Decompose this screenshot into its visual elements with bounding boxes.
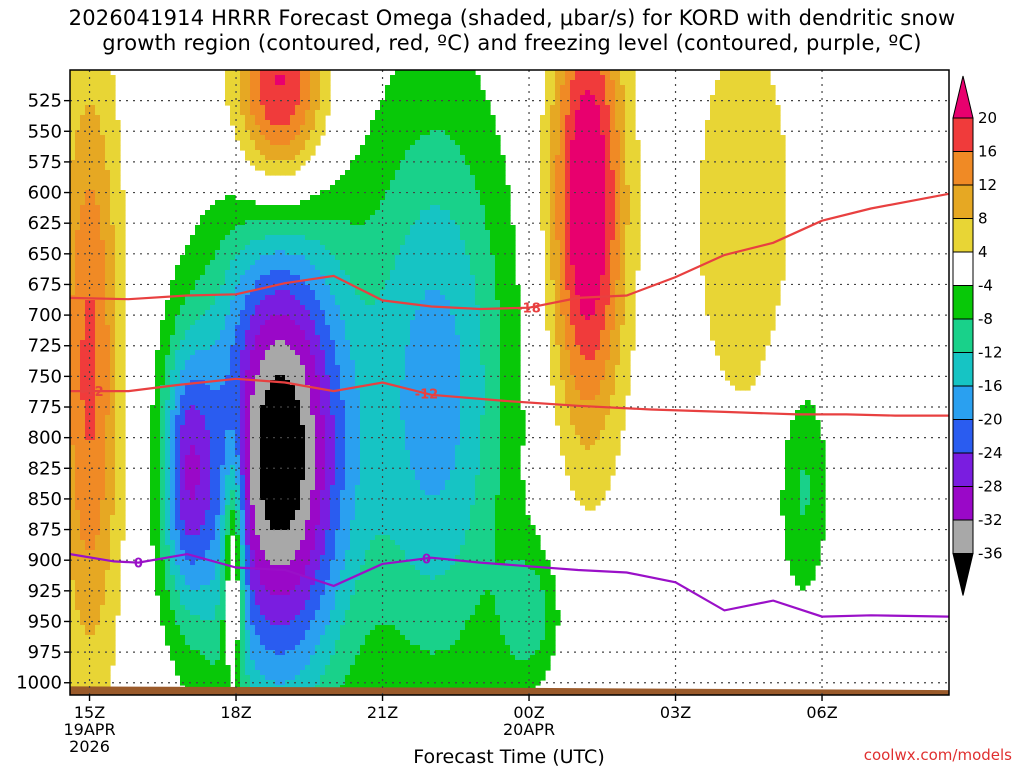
isotherm-minus-18: [70, 192, 949, 311]
colorbar-swatch: [952, 486, 974, 521]
x-tick-label: 06Z: [806, 703, 837, 722]
y-tick-label: 875: [28, 520, 62, 541]
freezing-level-line: [70, 552, 949, 618]
y-tick-label: 900: [28, 550, 62, 571]
colorbar-label: -8: [978, 310, 993, 328]
colorbar-swatch: [952, 318, 974, 353]
colorbar-swatch: [952, 184, 974, 219]
freezing-level-line-label: 0: [134, 557, 143, 572]
y-axis: 525 550 575 600 625 650 675 700 725 750 775 800 825 8…: [16, 91, 70, 694]
terrain-strip: [70, 686, 949, 695]
colorbar-top-arrow: [952, 75, 974, 119]
credit-text: coolwx.com/models: [863, 746, 1012, 764]
colorbar-label: 4: [978, 243, 988, 261]
colorbar-swatch: [952, 519, 974, 554]
y-tick-label: 700: [28, 305, 62, 326]
colorbar-swatch: [952, 419, 974, 454]
title-line-2: growth region (contoured, red, ºC) and f…: [102, 31, 922, 55]
y-tick-label: 850: [28, 489, 62, 510]
colorbar-label: 16: [978, 143, 997, 161]
y-tick-label: 550: [28, 121, 62, 142]
colorbar-swatch: [952, 151, 974, 186]
y-tick-label: 675: [28, 274, 62, 295]
y-tick-label: 575: [28, 152, 62, 173]
title-line-1: 2026041914 HRRR Forecast Omega (shaded, …: [68, 6, 956, 30]
isotherm-minus-12-label: -12: [415, 388, 439, 403]
x-tick-label: 03Z: [660, 703, 691, 722]
plot-frame: [69, 69, 950, 696]
y-tick-label: 750: [28, 366, 62, 387]
colorbar-swatch: [952, 352, 974, 387]
isotherm-minus-12-label: -12: [80, 385, 104, 400]
y-tick-label: 975: [28, 642, 62, 663]
colorbar-label: -4: [978, 277, 993, 295]
colorbar-label: -36: [978, 545, 1003, 563]
x-tick-label: 00Z: [513, 703, 544, 722]
colorbar-swatch: [952, 452, 974, 487]
x-tick-label: 15Z: [74, 703, 105, 722]
y-tick-label: 925: [28, 581, 62, 602]
colorbar-label: -24: [978, 444, 1003, 462]
colorbar-label: -20: [978, 411, 1003, 429]
colorbar-swatch: [952, 218, 974, 253]
isotherm-minus-18-label: -18: [517, 302, 541, 317]
x-axis-title: Forecast Time (UTC): [413, 746, 604, 768]
x-tick-label: 18Z: [220, 703, 251, 722]
x-tick-label: 2026: [69, 737, 110, 756]
y-tick-label: 625: [28, 213, 62, 234]
freezing-level-line-label: 0: [422, 552, 431, 567]
colorbar-bottom-arrow: [952, 553, 974, 596]
colorbar-label: 20: [978, 109, 997, 127]
x-tick-label: 20APR: [503, 720, 555, 739]
y-tick-label: 1000: [16, 673, 62, 694]
y-tick-label: 725: [28, 336, 62, 357]
colorbar-swatch: [952, 117, 974, 152]
colorbar-label: -32: [978, 511, 1003, 529]
x-tick-label: 19APR: [63, 720, 115, 739]
y-tick-label: 800: [28, 428, 62, 449]
colorbar-label: 8: [978, 210, 988, 228]
y-tick-label: 600: [28, 183, 62, 204]
colorbar-swatch: [952, 285, 974, 320]
omega-shading: [70, 70, 949, 695]
chart-title: 2026041914 HRRR Forecast Omega (shaded, …: [0, 6, 1024, 56]
colorbar-label: 12: [978, 176, 997, 194]
y-tick-label: 775: [28, 397, 62, 418]
x-tick-label: 21Z: [367, 703, 398, 722]
y-tick-label: 650: [28, 244, 62, 265]
colorbar-label: -16: [978, 377, 1003, 395]
colorbar-swatch: [952, 385, 974, 420]
y-tick-label: 825: [28, 458, 62, 479]
isolines: -12 -12 -18 0 0: [70, 192, 949, 618]
colorbar-label: -12: [978, 344, 1003, 362]
y-tick-label: 950: [28, 611, 62, 632]
colorbar-swatch: [952, 251, 974, 286]
colorbar: 20 16 12 8 4 -4 -8 -12 -16 -20 -24 -28 -32 -36: [952, 75, 1003, 596]
colorbar-label: -28: [978, 478, 1003, 496]
isotherm-minus-12: [70, 377, 949, 417]
y-tick-label: 525: [28, 91, 62, 112]
